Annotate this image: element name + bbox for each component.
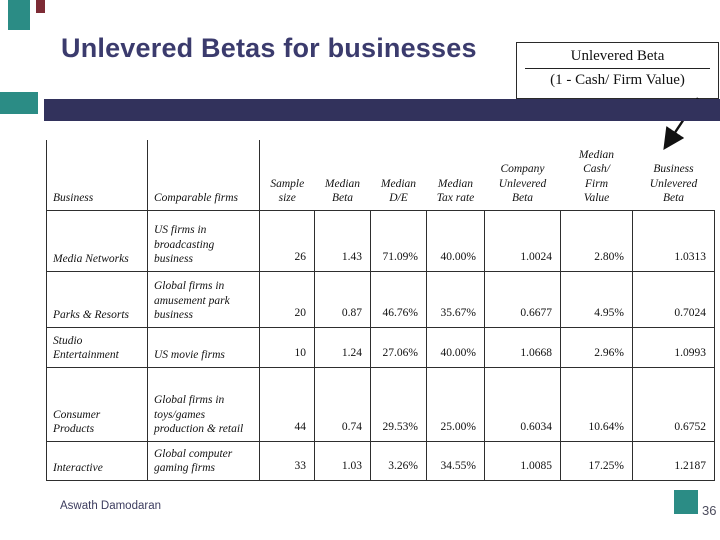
cell-business: Media Networks: [46, 209, 148, 272]
cell-sample-size: 20: [259, 270, 315, 328]
formula-denominator: (1 - Cash/ Firm Value): [550, 72, 685, 88]
cell-business-unlevered-beta: 1.0313: [632, 209, 715, 272]
cell-median-de: 29.53%: [370, 366, 427, 442]
cell-median-tax-rate: 40.00%: [426, 209, 485, 272]
cell-comparable-firms: Global firms in amusement park business: [147, 270, 260, 328]
column-header-median-cash-firm-value: Median Cash/ Firm Value: [560, 140, 633, 211]
cell-median-beta: 1.03: [314, 440, 371, 481]
column-header-business-unlevered-beta: Business Unlevered Beta: [632, 140, 715, 211]
cell-comparable-firms: US firms in broadcasting business: [147, 209, 260, 272]
cell-comparable-firms: Global firms in toys/games production & …: [147, 366, 260, 442]
cell-comparable-firms: US movie firms: [147, 326, 260, 368]
column-header-company-unlevered-beta: Company Unlevered Beta: [484, 140, 561, 211]
cell-median-tax-rate: 40.00%: [426, 326, 485, 368]
cell-company-unlevered-beta: 1.0668: [484, 326, 561, 368]
column-header-sample-size: Sample size: [259, 140, 315, 211]
cell-median-cash-firm-value: 17.25%: [560, 440, 633, 481]
title-divider-bar: [44, 99, 720, 121]
cell-median-de: 46.76%: [370, 270, 427, 328]
author-footer: Aswath Damodaran: [60, 500, 161, 512]
table-row: Interactive Global computer gaming firms…: [46, 440, 715, 481]
cell-median-tax-rate: 35.67%: [426, 270, 485, 328]
cell-company-unlevered-beta: 1.0024: [484, 209, 561, 272]
cell-sample-size: 26: [259, 209, 315, 272]
cell-median-cash-firm-value: 10.64%: [560, 366, 633, 442]
cell-median-de: 71.09%: [370, 209, 427, 272]
unlevered-beta-table: Business Comparable firms Sample size Me…: [46, 140, 715, 481]
left-accent-bar: [0, 92, 38, 114]
cell-median-cash-firm-value: 2.96%: [560, 326, 633, 368]
cell-company-unlevered-beta: 1.0085: [484, 440, 561, 481]
formula-box: Unlevered Beta (1 - Cash/ Firm Value): [516, 42, 719, 99]
column-header-median-tax-rate: Median Tax rate: [426, 140, 485, 211]
cell-business: Parks & Resorts: [46, 270, 148, 328]
cell-sample-size: 44: [259, 366, 315, 442]
cell-business-unlevered-beta: 0.6752: [632, 366, 715, 442]
cell-business-unlevered-beta: 1.2187: [632, 440, 715, 481]
top-accent-maroon-square: [36, 0, 45, 13]
slide-title: Unlevered Betas for businesses: [61, 33, 477, 63]
cell-median-de: 27.06%: [370, 326, 427, 368]
cell-median-beta: 0.87: [314, 270, 371, 328]
cell-business-unlevered-beta: 1.0993: [632, 326, 715, 368]
cell-business: Consumer Products: [46, 366, 148, 442]
cell-business-unlevered-beta: 0.7024: [632, 270, 715, 328]
column-header-median-beta: Median Beta: [314, 140, 371, 211]
table-row: Studio Entertainment US movie firms 10 1…: [46, 326, 715, 368]
column-header-comparable-firms: Comparable firms: [147, 140, 260, 211]
cell-median-tax-rate: 25.00%: [426, 366, 485, 442]
cell-company-unlevered-beta: 0.6677: [484, 270, 561, 328]
top-left-accent-square: [8, 0, 30, 30]
formula-numerator: Unlevered Beta: [525, 43, 710, 69]
table-row: Consumer Products Global firms in toys/g…: [46, 366, 715, 442]
table-header-row: Business Comparable firms Sample size Me…: [46, 140, 715, 211]
cell-company-unlevered-beta: 0.6034: [484, 366, 561, 442]
cell-business: Studio Entertainment: [46, 326, 148, 368]
cell-median-de: 3.26%: [370, 440, 427, 481]
cell-median-beta: 1.43: [314, 209, 371, 272]
cell-sample-size: 10: [259, 326, 315, 368]
cell-median-tax-rate: 34.55%: [426, 440, 485, 481]
column-header-business: Business: [46, 140, 148, 211]
page-number: 36: [702, 503, 717, 518]
cell-median-cash-firm-value: 2.80%: [560, 209, 633, 272]
cell-median-cash-firm-value: 4.95%: [560, 270, 633, 328]
cell-comparable-firms: Global computer gaming firms: [147, 440, 260, 481]
column-header-median-de: Median D/E: [370, 140, 427, 211]
table-row: Media Networks US firms in broadcasting …: [46, 209, 715, 272]
table-row: Parks & Resorts Global firms in amusemen…: [46, 270, 715, 328]
cell-business: Interactive: [46, 440, 148, 481]
cell-median-beta: 1.24: [314, 326, 371, 368]
cell-sample-size: 33: [259, 440, 315, 481]
page-number-square: [674, 490, 698, 514]
cell-median-beta: 0.74: [314, 366, 371, 442]
